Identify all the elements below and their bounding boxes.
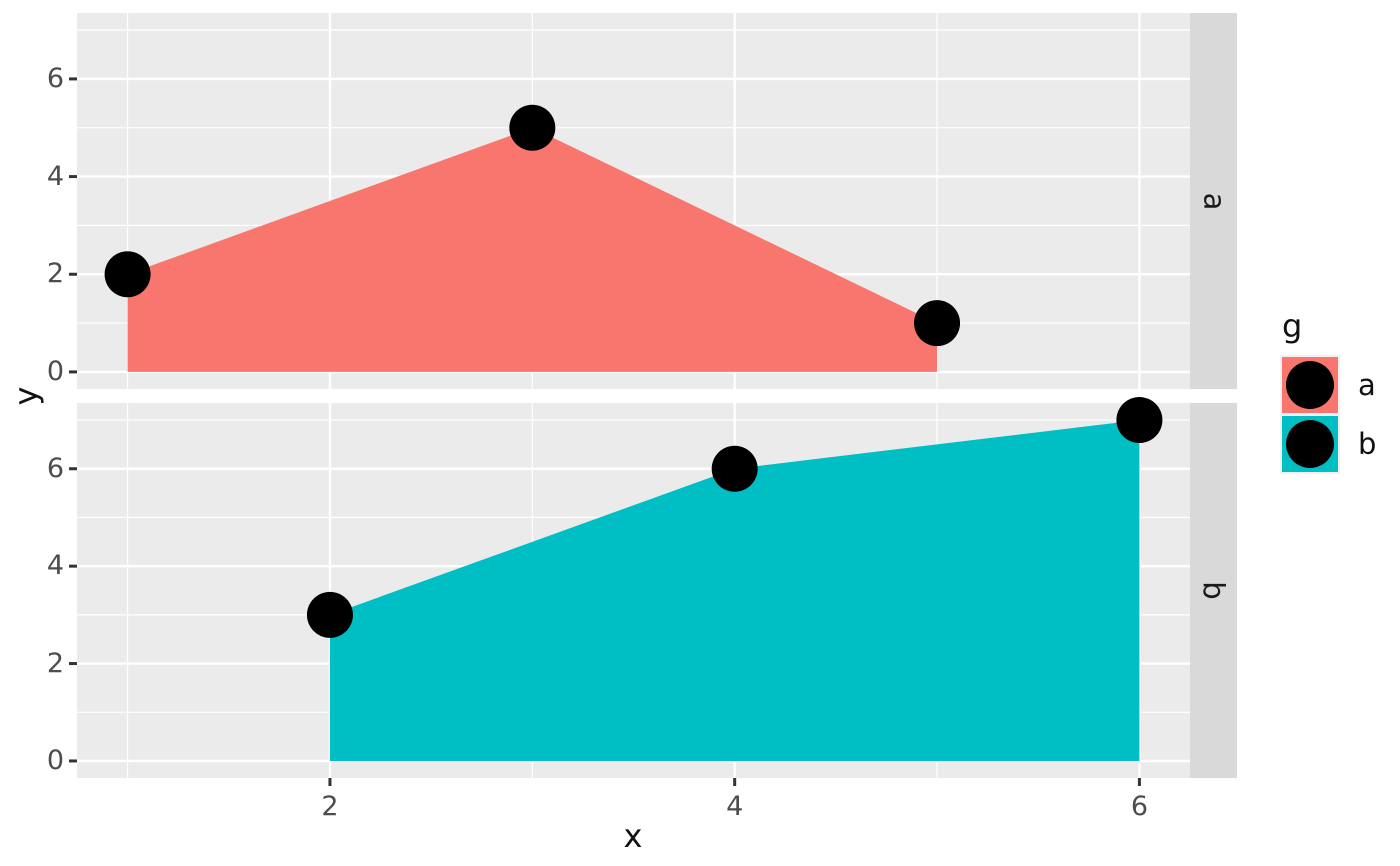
y-tick-label: 0 (46, 744, 64, 776)
facet-strip-b: b (1190, 403, 1237, 778)
legend-entry-a: a (1282, 357, 1376, 413)
facet-strip-a: a (1190, 13, 1237, 389)
area-series-a (127, 127, 938, 372)
legend-title: g (1282, 307, 1303, 345)
x-tick-label: 4 (726, 791, 744, 822)
legend-entry-label: b (1358, 427, 1377, 461)
legend-point-icon (1286, 361, 1334, 409)
legend-key-swatch (1282, 357, 1338, 413)
area-series-b (329, 420, 1140, 761)
facet-strip-label: b (1196, 581, 1231, 600)
data-point (509, 104, 556, 151)
x-tick-label: 6 (1130, 791, 1148, 822)
y-tick-label: 0 (46, 355, 64, 387)
legend-entry-b: b (1282, 416, 1376, 472)
x-axis-title: x (623, 817, 643, 855)
x-tick-label: 2 (321, 791, 339, 822)
legend: g a b (1282, 306, 1376, 475)
data-point (1116, 397, 1163, 444)
data-point (711, 445, 758, 492)
y-tick-label: 2 (46, 258, 64, 290)
y-tick-label: 6 (46, 452, 64, 484)
legend-entry-label: a (1358, 368, 1376, 402)
y-tick-label: 6 (46, 62, 64, 94)
y-tick-label: 4 (46, 160, 64, 192)
y-tick-label: 4 (46, 550, 64, 582)
data-point (104, 251, 151, 298)
facet-strip-label: a (1197, 192, 1231, 210)
data-point (306, 591, 353, 638)
y-tick-label: 2 (46, 647, 64, 679)
legend-point-icon (1286, 420, 1334, 468)
legend-key-swatch (1282, 416, 1338, 472)
data-point (914, 300, 961, 347)
